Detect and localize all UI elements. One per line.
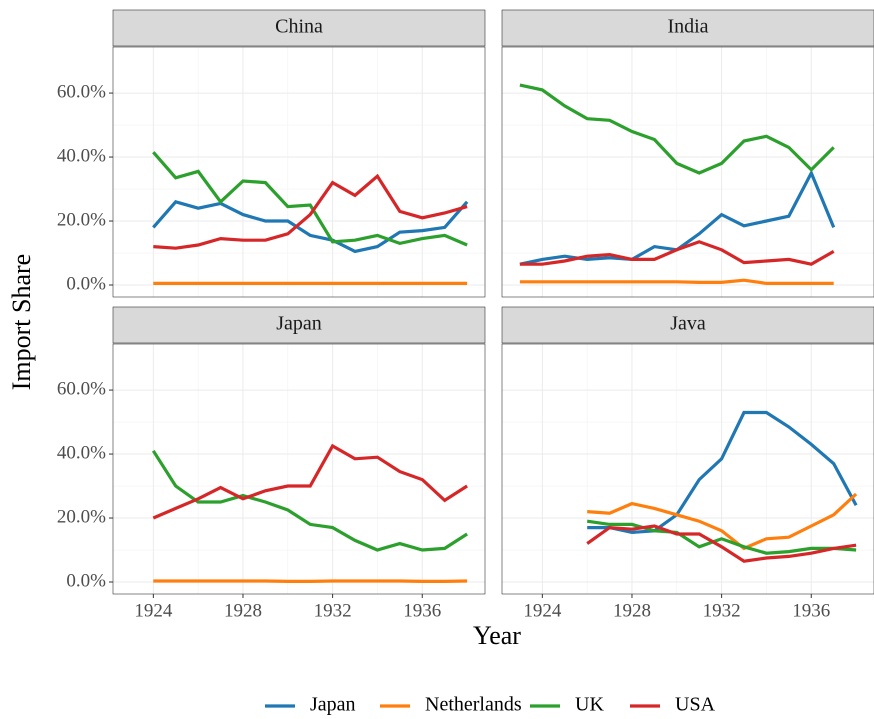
series-line (586, 524, 857, 563)
series-line (152, 443, 468, 520)
x-tick-label: 1932 (703, 600, 741, 621)
x-tick-label: 1928 (224, 600, 262, 621)
series-line (152, 151, 468, 247)
strip-label: India (667, 16, 708, 38)
panel-border (112, 46, 486, 298)
strip-label: Java (670, 313, 706, 335)
series-line (587, 492, 858, 551)
y-axis-title: Import Share (7, 254, 36, 390)
strip (112, 9, 486, 47)
y-tick-label: 40.0% (57, 145, 106, 166)
y-tick-label: 40.0% (57, 442, 106, 463)
series-line (587, 410, 858, 535)
series-line (519, 240, 835, 266)
panel-border (501, 343, 874, 595)
x-tick-label: 1932 (314, 600, 352, 621)
x-tick-label: 1928 (613, 600, 651, 621)
strip (501, 306, 874, 344)
series-line (151, 449, 468, 552)
legend-label: Netherlands (425, 694, 522, 716)
series-line (586, 519, 857, 555)
y-tick-label: 20.0% (57, 209, 106, 230)
strip (501, 9, 874, 47)
y-tick-label: 0.0% (66, 570, 106, 591)
y-tick-label: 20.0% (57, 506, 106, 527)
legend-label: Japan (310, 694, 356, 716)
strip-label: Japan (276, 313, 322, 335)
strip-label: China (275, 16, 323, 38)
x-tick-label: 1936 (792, 600, 830, 621)
legend-label: UK (575, 694, 604, 716)
series-line (519, 278, 834, 285)
x-axis-title: Year (473, 621, 521, 650)
series-line (153, 173, 468, 250)
series-line (519, 83, 835, 175)
legend-label: USA (675, 694, 716, 716)
panel-border (501, 46, 874, 298)
x-tick-label: 1936 (403, 600, 441, 621)
y-tick-label: 0.0% (66, 273, 106, 294)
strip (112, 306, 486, 344)
y-tick-label: 60.0% (57, 378, 106, 399)
x-tick-label: 1924 (134, 600, 173, 621)
panel-border (112, 343, 486, 595)
x-tick-label: 1924 (523, 600, 562, 621)
series-line (152, 199, 469, 254)
y-tick-label: 60.0% (57, 81, 106, 102)
